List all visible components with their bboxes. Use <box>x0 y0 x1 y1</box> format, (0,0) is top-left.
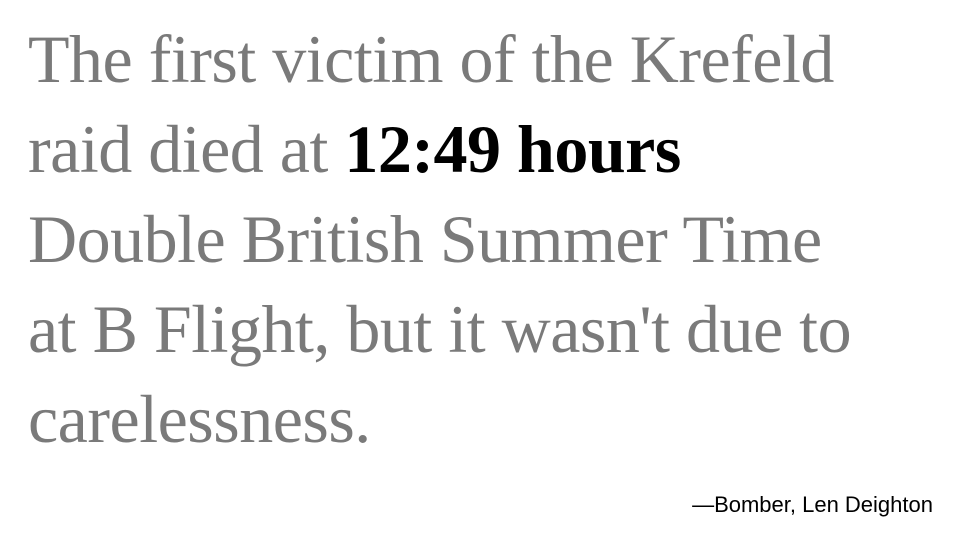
quote-line-2-prefix: raid died at <box>28 111 345 187</box>
quote-line-2: raid died at 12:49 hours <box>28 104 948 194</box>
quote-attribution: —Bomber, Len Deighton <box>692 492 933 517</box>
quote-line-3: Double British Summer Time <box>28 201 822 277</box>
quote-line-5: carelessness. <box>28 381 371 457</box>
quote-line-1: The first victim of the Krefeld <box>28 21 834 97</box>
quote-line-4: at B Flight, but it wasn't due to <box>28 291 852 367</box>
highlighted-time: 12:49 hours <box>344 111 681 187</box>
quote-text: The first victim of the Krefeld raid die… <box>28 14 948 464</box>
